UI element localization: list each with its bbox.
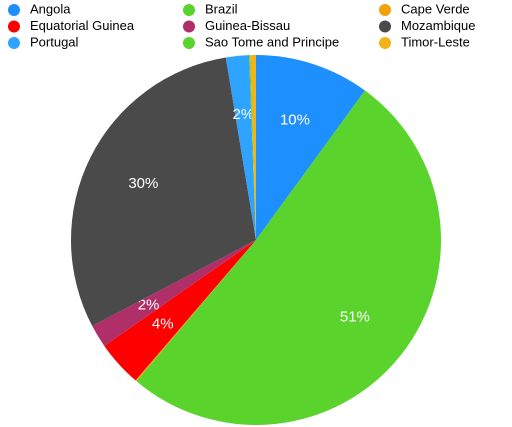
- value-label: 10%: [280, 111, 310, 128]
- pie-slice: [135, 240, 256, 382]
- legend-label: Guinea-Bissau: [205, 18, 290, 33]
- legend-label: Portugal: [30, 34, 79, 49]
- pie-slice: [136, 90, 441, 426]
- legend-label: Cape Verde: [401, 1, 470, 16]
- pie-slice: [70, 57, 256, 327]
- value-label: 2%: [232, 106, 254, 123]
- pie-slice: [104, 240, 256, 381]
- pie-slice: [225, 55, 256, 241]
- legend-swatch: [379, 37, 391, 49]
- value-label: 30%: [128, 175, 158, 192]
- legend-label: Mozambique: [401, 18, 475, 33]
- legend-label: Timor-Leste: [401, 34, 470, 49]
- pie-slice: [92, 240, 257, 346]
- pie-slice: [250, 55, 256, 240]
- value-label: 4%: [152, 315, 174, 332]
- legend-label: Angola: [30, 1, 71, 16]
- legend-label: Sao Tome and Principe: [205, 34, 339, 49]
- legend-label: Brazil: [205, 1, 238, 16]
- legend-swatch: [183, 4, 195, 16]
- legend-swatch: [8, 37, 20, 49]
- legend-swatch: [183, 37, 195, 49]
- legend-swatch: [8, 4, 20, 16]
- pie-slice: [249, 55, 256, 241]
- legend-swatch: [8, 20, 20, 33]
- legend-swatch: [379, 4, 391, 16]
- legend-swatch: [183, 20, 195, 33]
- legend-swatch: [379, 20, 391, 33]
- legend-label: Equatorial Guinea: [30, 18, 135, 33]
- pie-slice: [256, 55, 366, 240]
- value-label: 51%: [340, 309, 370, 326]
- value-label: 2%: [138, 296, 160, 313]
